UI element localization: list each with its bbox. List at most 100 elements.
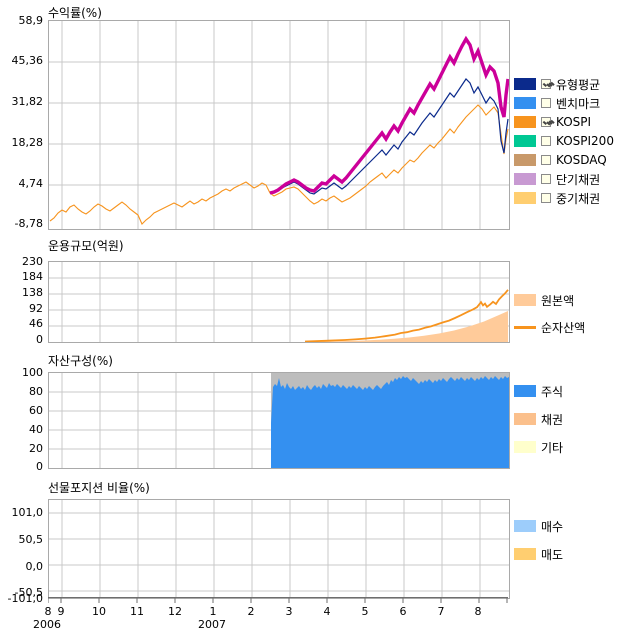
fund-line xyxy=(269,35,509,195)
legend-item-short-bond[interactable]: 단기채권 xyxy=(514,172,601,187)
legend-label-stock: 주식 xyxy=(541,384,564,399)
aum-ytick-4: 184 xyxy=(22,270,43,283)
legend-swatch-bond xyxy=(514,413,536,425)
legend-item-buy[interactable]: 매수 xyxy=(514,519,564,534)
legend-label-bond: 채권 xyxy=(541,412,564,427)
legend-label-kospi200: KOSPI200 xyxy=(556,134,614,148)
x-year-label-2007: 2007 xyxy=(198,618,226,631)
aum-gridlines xyxy=(49,262,509,342)
legend-swatch-type-average xyxy=(514,78,536,90)
futures-position-panel: 선물포지션 비율(%) 101,0 50,5 0,0 -50,5 -101,0 xyxy=(0,479,618,637)
legend-checkbox-type-average[interactable] xyxy=(541,79,551,89)
principal-area xyxy=(305,311,508,342)
legend-item-mid-bond[interactable]: 중기채권 xyxy=(514,191,601,206)
aum-ytick-2: 92 xyxy=(29,302,43,315)
x-tick-label-8: 4 xyxy=(323,605,331,618)
asset-composition-title: 자산구성(%) xyxy=(48,354,113,368)
x-year-label-2006: 2006 xyxy=(33,618,61,631)
futures-gridlines xyxy=(49,500,509,598)
legend-checkbox-kospi200[interactable] xyxy=(541,136,551,146)
futures-ytick-4: 101,0 xyxy=(11,506,44,519)
futures-plot-svg xyxy=(49,500,509,598)
asset-ytick-4: 80 xyxy=(29,385,43,398)
aum-ytick-0: 0 xyxy=(36,333,43,346)
legend-swatch-kosdaq xyxy=(514,154,536,166)
aum-ytick-5: 230 xyxy=(22,255,43,268)
asset-ytick-5: 100 xyxy=(22,366,43,379)
legend-swatch-other xyxy=(514,441,536,453)
legend-item-bond[interactable]: 채권 xyxy=(514,412,564,427)
legend-label-short-bond: 단기채권 xyxy=(556,172,601,187)
legend-swatch-short-bond xyxy=(514,173,536,185)
return-ytick-4: 45,36 xyxy=(11,54,44,67)
legend-checkbox-kospi[interactable] xyxy=(541,117,551,127)
futures-ytick-0: -101,0 xyxy=(7,592,43,605)
legend-swatch-net-asset xyxy=(514,321,536,333)
legend-swatch-stock xyxy=(514,385,536,397)
asset-plot-area xyxy=(48,372,510,469)
x-axis-ticks xyxy=(48,597,508,603)
legend-label-net-asset: 순자산액 xyxy=(541,320,586,335)
aum-ytick-1: 46 xyxy=(29,317,43,330)
legend-item-stock[interactable]: 주식 xyxy=(514,384,564,399)
legend-label-mid-bond: 중기채권 xyxy=(556,191,601,206)
return-ytick-1: 4,74 xyxy=(18,177,44,190)
asset-ytick-2: 40 xyxy=(29,423,43,436)
legend-item-kospi[interactable]: KOSPI xyxy=(514,115,591,129)
kospi-line xyxy=(49,104,509,225)
return-ytick-5: 58,9 xyxy=(18,14,44,27)
return-ytick-0: -8,78 xyxy=(14,217,43,230)
stock-area xyxy=(271,376,509,468)
legend-swatch-sell xyxy=(514,548,536,560)
x-tick-label-4: 12 xyxy=(168,605,182,618)
x-tick-label-5: 1 xyxy=(209,605,217,618)
legend-item-other[interactable]: 기타 xyxy=(514,440,563,455)
x-tick-label-3: 11 xyxy=(130,605,144,618)
legend-item-type-average[interactable]: 유형평균 xyxy=(514,77,600,92)
futures-ytick-1: -50,5 xyxy=(14,586,43,599)
legend-swatch-mid-bond xyxy=(514,192,536,204)
futures-ytick-2: 0,0 xyxy=(25,560,44,573)
legend-label-kosdaq: KOSDAQ xyxy=(556,153,607,167)
futures-plot-area xyxy=(48,499,510,599)
legend-label-sell: 매도 xyxy=(541,547,564,562)
legend-label-buy: 매수 xyxy=(541,519,564,534)
return-ytick-2: 18,28 xyxy=(11,136,44,149)
legend-swatch-benchmark xyxy=(514,97,536,109)
legend-item-principal[interactable]: 원본액 xyxy=(514,293,575,308)
return-gridlines xyxy=(49,21,509,229)
return-ytick-3: 31,82 xyxy=(11,95,44,108)
legend-checkbox-benchmark[interactable] xyxy=(541,98,551,108)
legend-checkbox-mid-bond[interactable] xyxy=(541,193,551,203)
aum-ytick-3: 138 xyxy=(22,286,43,299)
aum-plot-svg xyxy=(49,262,509,342)
asset-plot-svg xyxy=(49,373,509,468)
legend-item-sell[interactable]: 매도 xyxy=(514,547,564,562)
legend-item-kospi200[interactable]: KOSPI200 xyxy=(514,134,614,148)
legend-label-kospi: KOSPI xyxy=(556,115,592,129)
legend-swatch-kospi200 xyxy=(514,135,536,147)
aum-plot-area xyxy=(48,261,510,343)
legend-item-net-asset[interactable]: 순자산액 xyxy=(514,320,586,335)
legend-item-benchmark[interactable]: 벤치마크 xyxy=(514,96,601,111)
legend-swatch-kospi xyxy=(514,116,536,128)
legend-checkbox-short-bond[interactable] xyxy=(541,174,551,184)
legend-checkbox-kosdaq[interactable] xyxy=(541,155,551,165)
return-chart-panel: 수익률(%) 58,9 45,36 31,82 18,28 4,74 -8,78 xyxy=(0,0,618,235)
asset-ytick-0: 0 xyxy=(36,460,43,473)
aum-chart-panel: 운용규모(억원) 230 184 138 92 46 0 xyxy=(0,237,618,347)
legend-item-kosdaq[interactable]: KOSDAQ xyxy=(514,153,607,167)
x-tick-label-1: 9 xyxy=(57,605,65,618)
type-average-line xyxy=(270,78,509,195)
x-tick-label-7: 3 xyxy=(285,605,293,618)
legend-label-principal: 원본액 xyxy=(541,293,575,308)
legend-label-benchmark: 벤치마크 xyxy=(556,96,601,111)
x-tick-label-10: 6 xyxy=(399,605,407,618)
net-asset-line xyxy=(304,289,509,342)
x-tick-label-11: 7 xyxy=(437,605,445,618)
asset-ytick-3: 60 xyxy=(29,404,43,417)
x-tick-label-6: 2 xyxy=(247,605,255,618)
asset-composition-panel: 자산구성(%) 100 80 60 40 20 0 xyxy=(0,352,618,474)
futures-ytick-3: 50,5 xyxy=(18,533,44,546)
